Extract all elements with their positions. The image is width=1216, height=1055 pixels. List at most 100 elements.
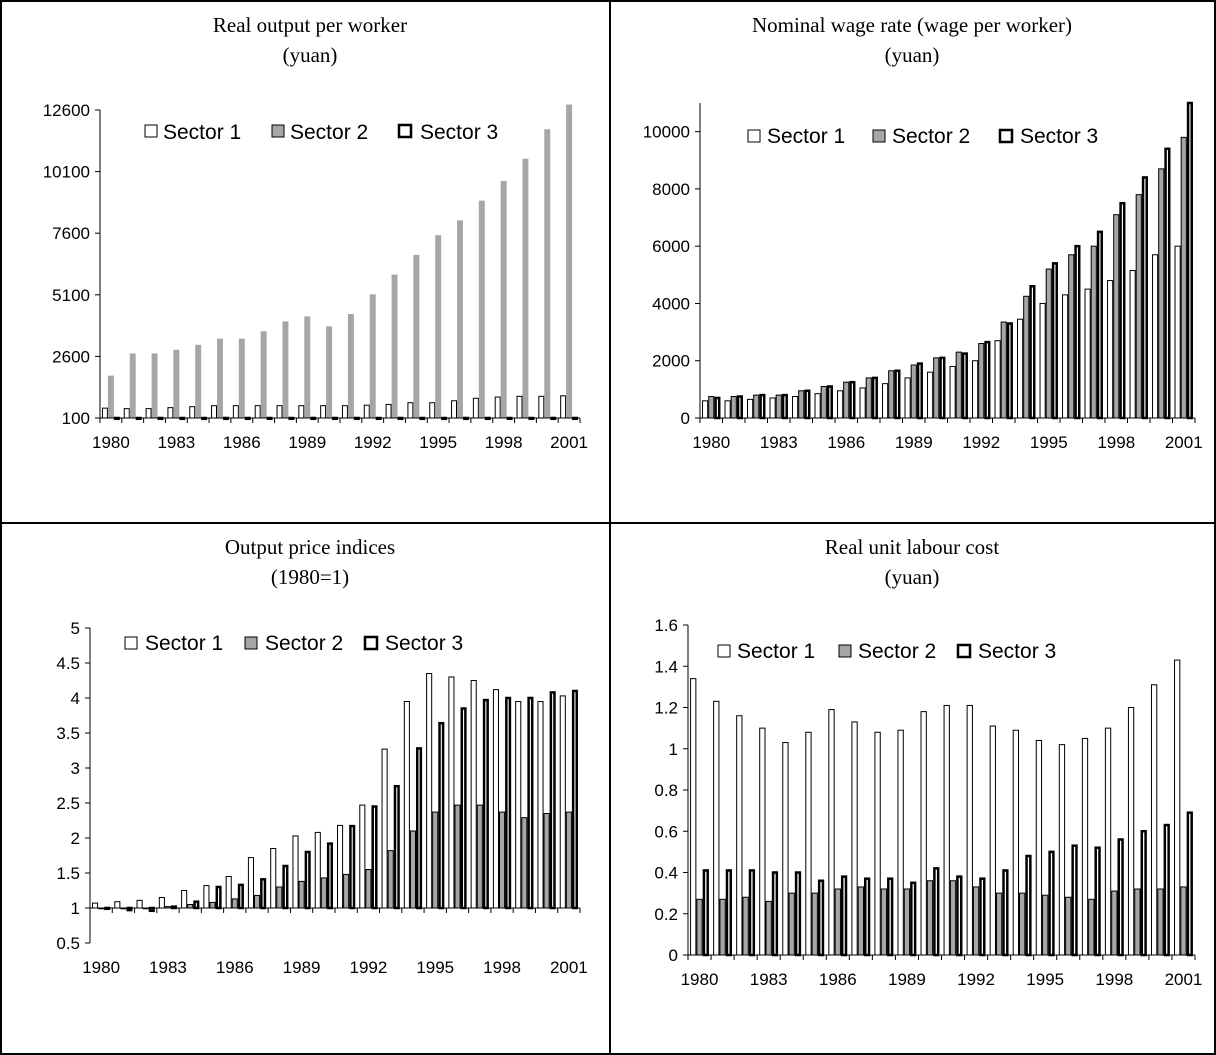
bar-sector-3-1986 <box>237 883 244 910</box>
bar-sector-2-1992 <box>369 294 376 419</box>
bar-sector-1-1991 <box>337 824 344 909</box>
legend-label-sector-2: Sector 2 <box>892 125 970 148</box>
bar-sector-2-1993 <box>391 274 398 419</box>
bar-sector-2-1988 <box>276 886 283 909</box>
bar-sector-3-2000 <box>549 691 556 910</box>
x-tick-label: 1995 <box>1026 970 1064 989</box>
bar-sector-2-1983 <box>775 394 782 419</box>
x-tick-label: 1998 <box>485 433 523 452</box>
bar-sector-2-1984 <box>798 390 805 419</box>
legend-swatch-sector-2 <box>244 636 258 650</box>
legend-swatch-sector-1 <box>144 124 158 138</box>
bar-sector-2-1985 <box>209 901 216 909</box>
chart-subtitle: (yuan) <box>885 43 940 67</box>
bar-sector-1-1993 <box>994 340 1001 419</box>
bar-sector-2-1994 <box>413 254 420 419</box>
bar-sector-1-1984 <box>181 890 188 909</box>
bar-sector-2-1986 <box>238 338 245 419</box>
bar-sector-3-1992 <box>984 340 991 420</box>
bar-sector-1-1981 <box>713 700 720 956</box>
bar-sector-1-1982 <box>136 899 143 909</box>
bar-sector-2-1991 <box>955 351 962 419</box>
bar-sector-2-1989 <box>304 316 311 419</box>
bar-sector-2-1986 <box>231 898 238 909</box>
bar-sector-3-1997 <box>1096 230 1103 420</box>
y-tick-label: 1 <box>71 899 80 918</box>
bar-sector-2-1991 <box>347 314 354 419</box>
legend-item-sector-3: Sector 3 <box>956 640 1056 663</box>
bar-sector-1-1986 <box>837 390 844 419</box>
bar-sector-2-1983 <box>765 900 772 956</box>
bar-sector-1-1984 <box>792 396 799 419</box>
bar-sector-2-1999 <box>1134 888 1141 956</box>
bar-sector-3-1985 <box>826 385 833 420</box>
bar-sector-3-1988 <box>282 864 289 910</box>
bar-sector-2-1992 <box>978 343 985 419</box>
bar-sector-3-1982 <box>748 869 756 957</box>
bar-sector-1-1989 <box>292 835 299 909</box>
bar-sector-1-1984 <box>189 406 196 419</box>
bar-sector-2-1995 <box>432 811 439 909</box>
bar-sector-1-1988 <box>276 405 283 419</box>
bar-sector-1-1982 <box>736 715 743 956</box>
bar-sector-2-1997 <box>1090 245 1097 419</box>
bar-sector-2-1981 <box>719 898 726 956</box>
bar-sector-1-1980 <box>101 407 108 419</box>
bar-sector-2-1989 <box>298 880 305 909</box>
bar-sector-1-1987 <box>254 405 261 419</box>
legend-label-sector-1: Sector 1 <box>145 632 223 655</box>
x-tick-label: 1998 <box>1097 433 1135 452</box>
bar-sector-1-1988 <box>882 383 889 419</box>
x-tick-label: 1989 <box>895 433 933 452</box>
bar-sector-1-1995 <box>426 673 433 909</box>
legend-swatch-sector-3 <box>397 123 413 139</box>
legend: Sector 1 Sector 2 Sector 3 <box>144 121 498 144</box>
x-tick-label: 1980 <box>82 958 120 977</box>
legend-label-sector-1: Sector 1 <box>163 121 241 144</box>
y-tick-label: 2.5 <box>56 794 80 813</box>
bar-sector-2-1990 <box>320 877 327 909</box>
bar-sector-1-1993 <box>385 403 392 419</box>
bar-sector-1-1985 <box>203 885 210 909</box>
chart-real-output-per-worker: Real output per worker (yuan) 100 2600 510… <box>43 13 588 452</box>
bar-sector-1-1992 <box>363 404 370 419</box>
bar-sector-1-1999 <box>515 701 522 909</box>
bar-sector-1-1999 <box>1129 270 1136 419</box>
bar-sector-3-1992 <box>979 877 986 957</box>
legend-item-sector-1: Sector 1 <box>747 125 845 148</box>
bar-sector-3-1998 <box>1119 201 1126 420</box>
x-tick-label: 2001 <box>550 958 588 977</box>
legend-swatch-sector-1 <box>717 644 731 658</box>
bar-sector-2-1997 <box>476 804 483 909</box>
bar-sector-1-1987 <box>851 721 858 956</box>
legend-label-sector-1: Sector 1 <box>767 125 845 148</box>
legend-label-sector-3: Sector 3 <box>385 632 463 655</box>
bar-sector-1-1990 <box>927 371 934 419</box>
bar-sector-1-1994 <box>1012 729 1020 956</box>
bar-sector-1-1985 <box>211 405 218 419</box>
bar-sector-1-1995 <box>429 402 436 419</box>
bar-sector-3-1995 <box>1051 262 1058 420</box>
y-tick-label: 8000 <box>652 180 690 199</box>
x-tick-label: 1998 <box>483 958 521 977</box>
bar-sector-1-1990 <box>320 405 327 419</box>
bar-sector-1-1992 <box>972 360 979 419</box>
bar-sector-1-2001 <box>1174 659 1181 956</box>
x-tick-label: 1992 <box>957 970 995 989</box>
bar-sector-1-1998 <box>494 396 501 419</box>
bar-sector-2-1981 <box>730 396 737 419</box>
legend-item-sector-1: Sector 1 <box>144 121 241 144</box>
bar-sector-1-2000 <box>538 395 545 419</box>
y-tick-label: 6000 <box>652 237 690 256</box>
legend-swatch-sector-1 <box>124 636 138 650</box>
x-tick-label: 2001 <box>1165 970 1203 989</box>
bar-sector-1-1982 <box>747 398 754 419</box>
bar-sector-2-1988 <box>282 321 289 419</box>
bar-sector-1-1997 <box>472 397 479 419</box>
bar-sector-2-1982 <box>742 896 749 956</box>
bar-sector-2-1995 <box>1045 268 1052 419</box>
chart-nominal-wage-rate: Nominal wage rate (wage per worker) (yua… <box>643 13 1203 452</box>
x-tick-label: 1995 <box>1030 433 1068 452</box>
bar-sector-2-1999 <box>521 817 528 909</box>
bar-sector-3-2001 <box>571 689 578 910</box>
